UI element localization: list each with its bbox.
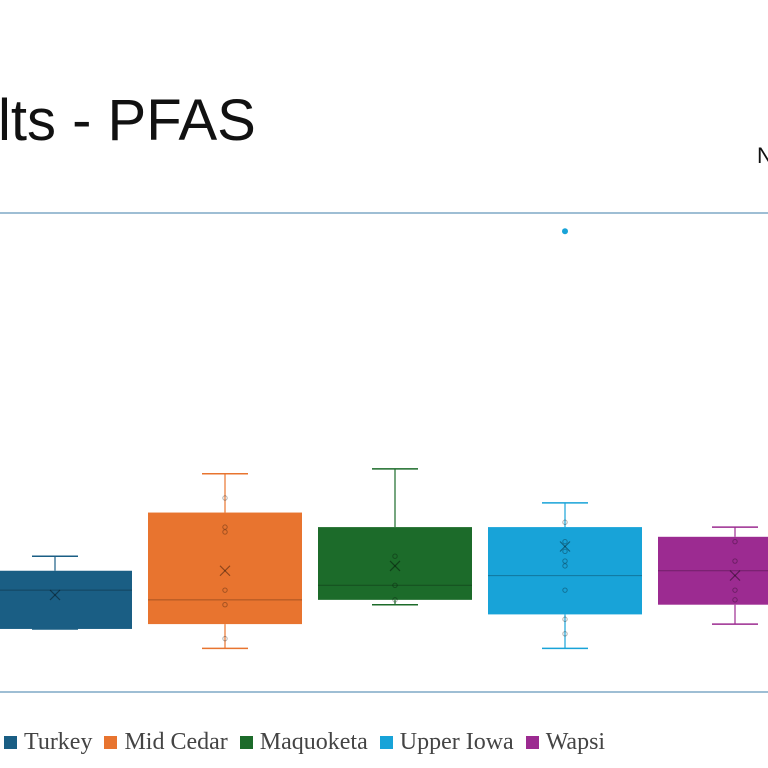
legend-item-mid-cedar: Mid Cedar [104,728,228,756]
slide-title: lts - PFAS [0,88,256,153]
wapsi-mean-marker-a [729,570,741,582]
legend-item-maquoketa: Maquoketa [239,728,368,756]
upper-iowa-outlier-0 [562,228,568,235]
wapsi-point-2 [732,558,738,564]
maquoketa-mean-marker-b [389,560,401,572]
maquoketa-point-0 [392,597,398,603]
mid-cedar-box [148,512,302,625]
mid-cedar-point-5 [222,495,228,501]
upper-iowa-point-7 [562,519,568,525]
wapsi-point-0 [732,597,738,603]
upper-iowa-point-6 [562,538,568,545]
legend-item-upper-iowa: Upper Iowa [379,728,514,756]
chart-marks [0,228,768,650]
maquoketa-box [318,527,472,600]
legend-label-mid-cedar: Mid Cedar [124,728,228,755]
legend-label-wapsi: Wapsi [545,728,606,755]
upper-iowa-point-0 [562,631,568,637]
wapsi-point-3 [732,538,738,545]
mid-cedar-point-4 [222,524,228,530]
turkey-mean-marker-b [49,589,61,601]
legend-swatch-upper-iowa [379,735,393,749]
upper-iowa-point-1 [562,616,568,622]
turkey-mean-marker-a [49,589,61,601]
legend-label-turkey: Turkey [24,728,93,755]
upper-iowa-mean-marker-b [559,541,571,552]
maquoketa-point-2 [392,553,398,559]
upper-iowa-point-2 [562,587,568,593]
upper-iowa-point-5 [562,548,568,555]
upper-iowa-box [488,527,642,615]
wapsi-mean-marker-b [729,570,741,582]
legend-label-maquoketa: Maquoketa [259,728,368,755]
maquoketa-point-1 [392,582,398,588]
legend-swatch-wapsi [525,735,539,749]
mid-cedar-point-2 [222,587,228,593]
wapsi-point-1 [732,587,738,593]
legend-swatch-turkey [4,735,17,749]
maquoketa-mean-marker-a [389,560,401,572]
upper-iowa-point-3 [562,563,568,569]
legend-item-wapsi: Wapsi [525,728,606,756]
mid-cedar-mean-marker-a [219,565,231,577]
mid-cedar-point-3 [222,529,228,535]
wapsi-box [658,536,768,605]
upper-iowa-point-4 [562,558,568,564]
slide-corner-text: N [757,143,768,168]
legend-swatch-maquoketa [239,735,253,749]
legend-swatch-mid-cedar [104,735,118,749]
mid-cedar-point-1 [222,602,228,608]
turkey-box [0,570,132,629]
legend-label-upper-iowa: Upper Iowa [399,728,514,755]
upper-iowa-mean-marker-a [559,541,571,552]
legend-item-turkey: Turkey [4,729,92,756]
chart-legend: Turkey Mid Cedar Maquoketa Upper Iowa Wapsi [4,726,617,758]
mid-cedar-point-0 [222,635,228,642]
mid-cedar-mean-marker-b [219,565,231,577]
